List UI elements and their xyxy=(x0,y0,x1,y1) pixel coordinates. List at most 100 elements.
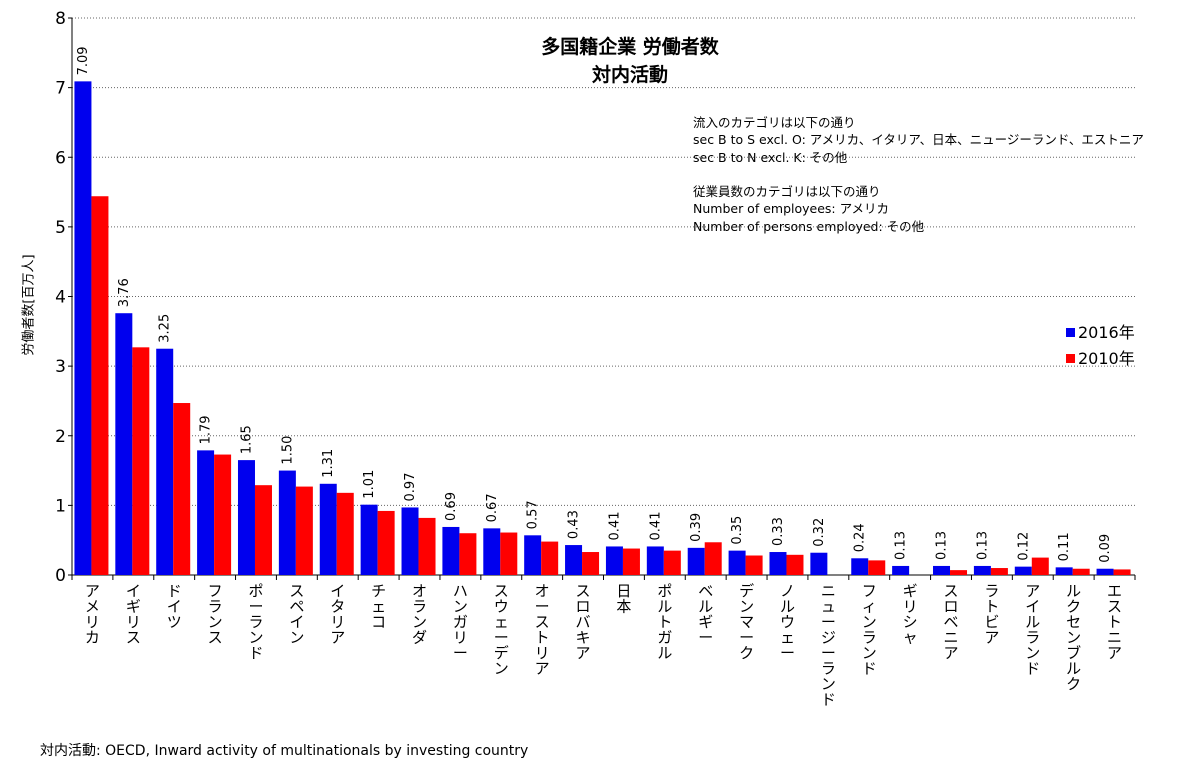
bar-2016 xyxy=(1096,568,1114,575)
bar-2010 xyxy=(214,454,232,575)
bar-2010 xyxy=(295,486,313,575)
note-line: 従業員数のカテゴリは以下の通り xyxy=(693,184,881,199)
data-label: 0.39 xyxy=(689,513,704,542)
bar-2010 xyxy=(663,550,681,575)
x-tick-label: デンマーク xyxy=(739,582,754,662)
data-label: 0.32 xyxy=(812,518,827,547)
data-label: 7.09 xyxy=(76,46,91,75)
x-tick-label: ギリシャ xyxy=(903,582,918,647)
bar-2010 xyxy=(868,560,886,575)
bar-2016 xyxy=(646,546,664,575)
note-line: sec B to S excl. O: アメリカ、イタリア、日本、ニュージーラン… xyxy=(693,132,1144,147)
source-note: 対内活動: OECD, Inward activity of multinati… xyxy=(40,743,529,759)
x-tick-label: ニュージーランド xyxy=(821,582,836,709)
bar-2010 xyxy=(91,196,109,576)
legend-item-2016: 2016年 xyxy=(1066,319,1135,343)
x-tick-label: ラトビア xyxy=(984,582,999,647)
bar-2016 xyxy=(973,565,991,575)
bar-2016 xyxy=(74,81,92,575)
bar-2016 xyxy=(565,545,583,575)
bar-2010 xyxy=(1031,557,1049,575)
x-tick-label: イギリス xyxy=(126,582,141,647)
data-label: 0.13 xyxy=(975,531,990,560)
bar-2016 xyxy=(933,565,951,575)
data-label: 3.76 xyxy=(117,278,132,307)
x-tick-label: オランダ xyxy=(412,582,427,647)
y-tick-label: 2 xyxy=(55,427,66,447)
x-tick-label: オーストリア xyxy=(535,582,550,678)
y-tick-label: 6 xyxy=(55,148,66,168)
bar-2016 xyxy=(851,558,869,575)
data-label: 1.65 xyxy=(239,425,254,454)
bar-2016 xyxy=(442,526,460,575)
bar-2016 xyxy=(197,450,215,575)
data-label: 1.31 xyxy=(321,449,336,478)
x-tick-label: イタリア xyxy=(330,582,345,647)
bar-2010 xyxy=(459,533,477,575)
y-tick-label: 7 xyxy=(55,79,66,99)
bar-2016 xyxy=(892,565,910,575)
bar-2016 xyxy=(728,550,746,575)
data-label: 0.13 xyxy=(935,531,950,560)
data-label: 1.01 xyxy=(362,470,377,499)
bar-2016 xyxy=(605,546,623,575)
y-tick-label: 3 xyxy=(55,357,66,377)
data-label: 0.69 xyxy=(444,492,459,521)
bar-2010 xyxy=(418,517,436,575)
bar-2016 xyxy=(1055,567,1073,575)
data-label: 0.13 xyxy=(894,531,909,560)
data-label: 0.33 xyxy=(771,517,786,546)
bar-2010 xyxy=(582,552,600,575)
legend-swatch-2016 xyxy=(1066,328,1075,337)
y-tick-label: 5 xyxy=(55,218,66,238)
x-tick-label: ハンガリー xyxy=(453,582,468,662)
data-label: 0.41 xyxy=(648,512,663,541)
bar-2010 xyxy=(745,555,763,575)
x-tick-label: ノルウェー xyxy=(780,582,795,662)
legend-swatch-2010 xyxy=(1066,354,1075,363)
bar-2016 xyxy=(319,483,337,575)
data-label: 0.41 xyxy=(607,512,622,541)
data-label: 1.79 xyxy=(199,415,214,444)
bar-2010 xyxy=(950,570,968,575)
x-tick-label: スロバキア xyxy=(576,582,591,662)
bar-2010 xyxy=(173,403,191,575)
x-tick-label: アイルランド xyxy=(1025,582,1040,678)
x-tick-label: ポーランド xyxy=(248,582,263,662)
y-tick-label: 4 xyxy=(55,288,66,308)
bar-2016 xyxy=(687,547,705,575)
x-tick-label: アメリカ xyxy=(85,582,100,647)
data-label: 0.12 xyxy=(1016,532,1031,561)
bar-2016 xyxy=(401,507,419,575)
bar-2010 xyxy=(786,554,804,575)
data-label: 0.09 xyxy=(1098,534,1113,563)
note-line: 流入のカテゴリは以下の通り xyxy=(693,115,856,130)
bar-2016 xyxy=(156,348,174,575)
x-tick-label: ルクセンブルク xyxy=(1066,582,1081,693)
data-label: 0.57 xyxy=(526,500,541,529)
data-label: 3.25 xyxy=(158,314,173,343)
bar-2010 xyxy=(1072,568,1090,575)
chart-title: 多国籍企業 労働者数 xyxy=(541,36,719,58)
x-tick-label: スペイン xyxy=(289,582,304,647)
y-axis-label: 労働者数[百万人] xyxy=(21,254,37,356)
bar-2010 xyxy=(1113,569,1131,575)
data-label: 1.50 xyxy=(280,436,295,465)
y-tick-label: 0 xyxy=(55,566,66,586)
bar-2016 xyxy=(524,535,542,575)
y-tick-label: 8 xyxy=(55,9,66,29)
data-label: 0.11 xyxy=(1057,532,1072,561)
data-label: 0.43 xyxy=(567,510,582,539)
bar-2010 xyxy=(990,568,1008,575)
legend-label-2016: 2016年 xyxy=(1078,323,1135,342)
bar-2016 xyxy=(360,504,378,575)
note-line: Number of employees: アメリカ xyxy=(693,201,889,216)
note-line: sec B to N excl. K: その他 xyxy=(693,150,848,165)
data-label: 0.67 xyxy=(485,493,500,522)
legend-item-2010: 2010年 xyxy=(1066,345,1135,369)
bar-2010 xyxy=(704,542,722,575)
bar-2010 xyxy=(541,541,559,575)
x-tick-label: ポルトガル xyxy=(657,582,672,662)
chart-subtitle: 対内活動 xyxy=(591,64,668,86)
